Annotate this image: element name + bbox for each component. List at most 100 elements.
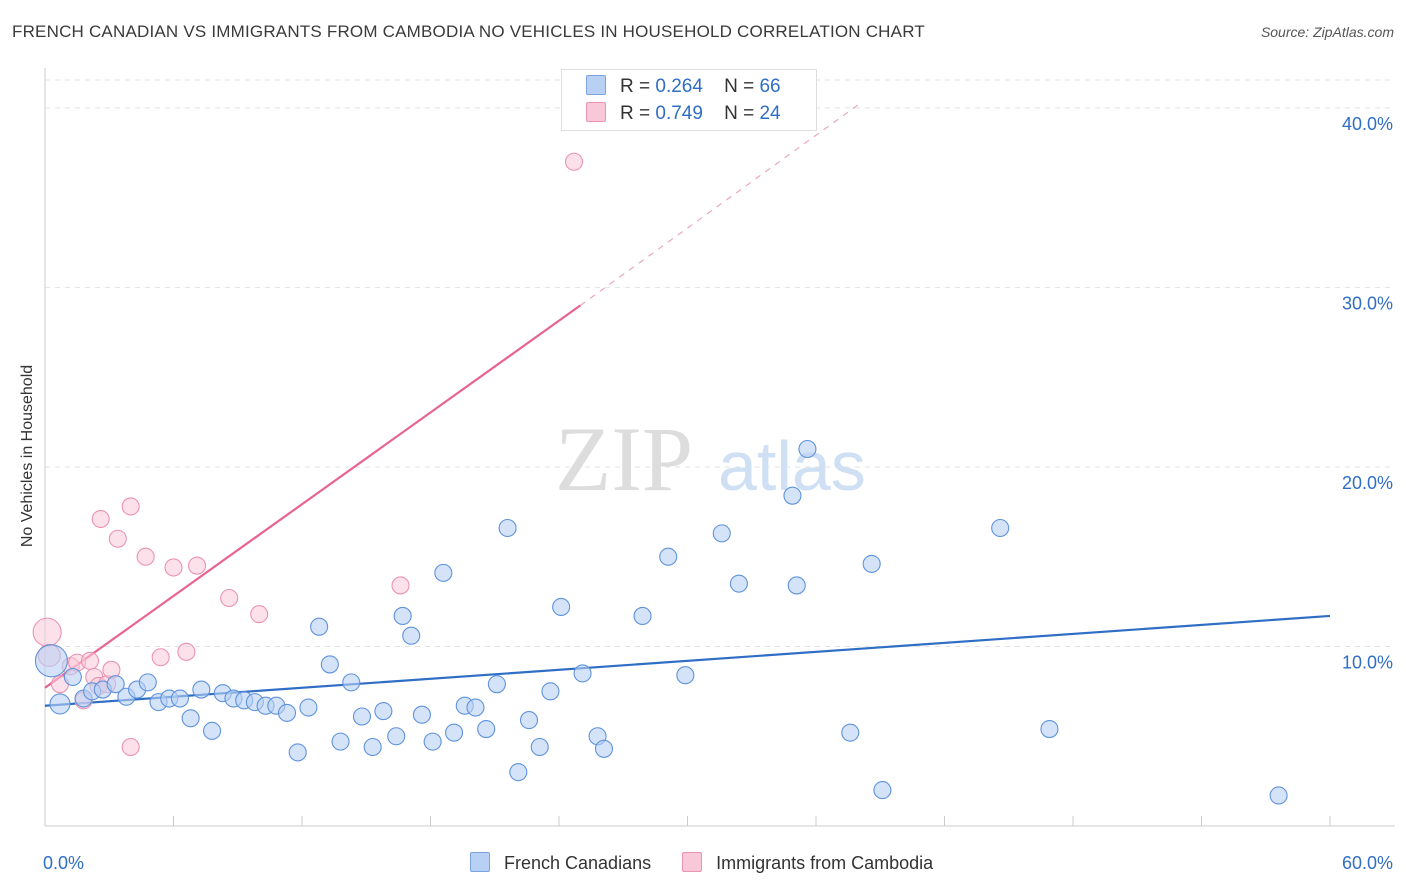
point-french-canadians: [34, 644, 68, 678]
point-french-canadians: [423, 732, 442, 751]
point-french-canadians: [181, 709, 200, 728]
point-cambodia: [177, 642, 196, 661]
tick-labels: 10.0% 20.0% 30.0% 40.0% 0.0% 60.0%: [43, 114, 1393, 873]
point-french-canadians: [1269, 786, 1288, 805]
point-french-canadians: [299, 698, 318, 717]
grid-lines: [45, 79, 1395, 647]
n-value-french-canadians: 66: [759, 76, 781, 97]
point-french-canadians: [138, 673, 157, 692]
point-cambodia: [108, 529, 127, 548]
r-value-cambodia: 0.749: [655, 103, 703, 124]
trend-lines: [44, 103, 1331, 707]
legend-row-french-canadians: R = 0.264 N = 66: [586, 75, 781, 99]
trend-line-cambodia: [44, 304, 582, 689]
point-french-canadians: [331, 732, 350, 751]
point-french-canadians: [387, 727, 406, 746]
point-french-canadians: [594, 739, 614, 758]
axes: [44, 68, 1395, 827]
n-label: N =: [724, 76, 755, 97]
point-french-canadians: [729, 574, 748, 593]
point-french-canadians: [374, 702, 393, 721]
r-label: R =: [620, 76, 651, 97]
pink-swatch-icon: [586, 102, 606, 122]
point-french-canadians: [320, 655, 339, 674]
y-tick-label: 10.0%: [1342, 652, 1393, 672]
point-french-canadians: [310, 617, 329, 636]
n-value-cambodia: 24: [759, 103, 781, 124]
point-french-canadians: [712, 524, 731, 543]
point-french-canadians: [393, 606, 412, 626]
point-french-canadians: [342, 673, 361, 692]
point-french-canadians: [573, 664, 592, 683]
point-cambodia: [250, 605, 269, 624]
point-french-canadians: [530, 737, 549, 757]
point-cambodia: [151, 648, 170, 667]
point-french-canadians: [1040, 720, 1059, 739]
r-value-french-canadians: 0.264: [655, 76, 703, 97]
legend-row-cambodia: R = 0.749 N = 24: [586, 102, 781, 126]
point-french-canadians: [659, 547, 678, 566]
point-french-canadians: [352, 707, 372, 726]
point-cambodia: [164, 558, 183, 577]
source-note: Source: ZipAtlas.com: [1260, 24, 1394, 40]
point-french-canadians: [49, 693, 71, 715]
x-tick-label-max: 60.0%: [1342, 853, 1393, 873]
r-label: R =: [620, 103, 651, 124]
point-cambodia: [91, 509, 110, 529]
point-french-canadians: [288, 743, 307, 762]
y-axis-label: No Vehicles in Household: [19, 364, 36, 548]
point-french-canadians: [798, 439, 817, 459]
point-french-canadians: [509, 763, 528, 782]
point-cambodia: [32, 617, 62, 647]
blue-swatch-icon: [470, 852, 490, 872]
point-french-canadians: [991, 518, 1010, 538]
point-cambodia: [121, 737, 140, 757]
point-french-canadians: [363, 737, 382, 757]
point-french-canadians: [170, 689, 189, 708]
y-tick-label: 20.0%: [1342, 473, 1393, 493]
n-label: N =: [724, 103, 755, 124]
point-french-canadians: [841, 723, 860, 742]
correlation-legend: R = 0.264 N = 66 R = 0.749 N = 24: [561, 69, 817, 131]
point-french-canadians: [412, 705, 431, 724]
legend-item-french-canadians: French Canadians: [470, 852, 651, 874]
point-french-canadians: [873, 781, 892, 800]
watermark-zip: ZIP: [555, 408, 693, 510]
point-french-canadians: [445, 723, 464, 742]
series-legend: French Canadians Immigrants from Cambodi…: [470, 852, 959, 874]
point-cambodia: [391, 576, 410, 595]
point-cambodia: [121, 497, 140, 516]
point-french-canadians: [277, 703, 297, 722]
point-cambodia: [220, 588, 239, 608]
legend-label-french-canadians: French Canadians: [504, 853, 652, 873]
point-cambodia: [136, 547, 155, 566]
point-french-canadians: [552, 597, 571, 617]
point-french-canadians: [106, 675, 125, 694]
point-french-canadians: [203, 721, 222, 740]
y-tick-label: 30.0%: [1342, 293, 1393, 313]
point-french-canadians: [402, 626, 421, 645]
point-french-canadians: [787, 576, 806, 595]
point-cambodia: [564, 152, 584, 171]
pink-swatch-icon: [682, 852, 703, 872]
point-french-canadians: [676, 666, 695, 685]
point-french-canadians: [862, 554, 881, 573]
point-french-canadians: [477, 720, 496, 739]
point-french-canadians: [519, 711, 539, 730]
watermark: ZIP atlas: [555, 408, 866, 510]
legend-label-cambodia: Immigrants from Cambodia: [716, 853, 934, 873]
point-cambodia: [188, 556, 207, 575]
point-french-canadians: [192, 680, 211, 699]
point-french-canadians: [487, 675, 506, 694]
chart-title: FRENCH CANADIAN VS IMMIGRANTS FROM CAMBO…: [12, 22, 925, 41]
blue-swatch-icon: [586, 75, 606, 95]
point-cambodia: [80, 651, 100, 670]
y-tick-label: 40.0%: [1342, 114, 1393, 134]
point-french-canadians: [541, 682, 560, 701]
point-french-canadians: [783, 486, 802, 505]
x-tick-label-min: 0.0%: [43, 853, 84, 873]
point-french-canadians: [434, 563, 453, 582]
data-points: [32, 152, 1288, 805]
point-french-canadians: [466, 698, 485, 717]
